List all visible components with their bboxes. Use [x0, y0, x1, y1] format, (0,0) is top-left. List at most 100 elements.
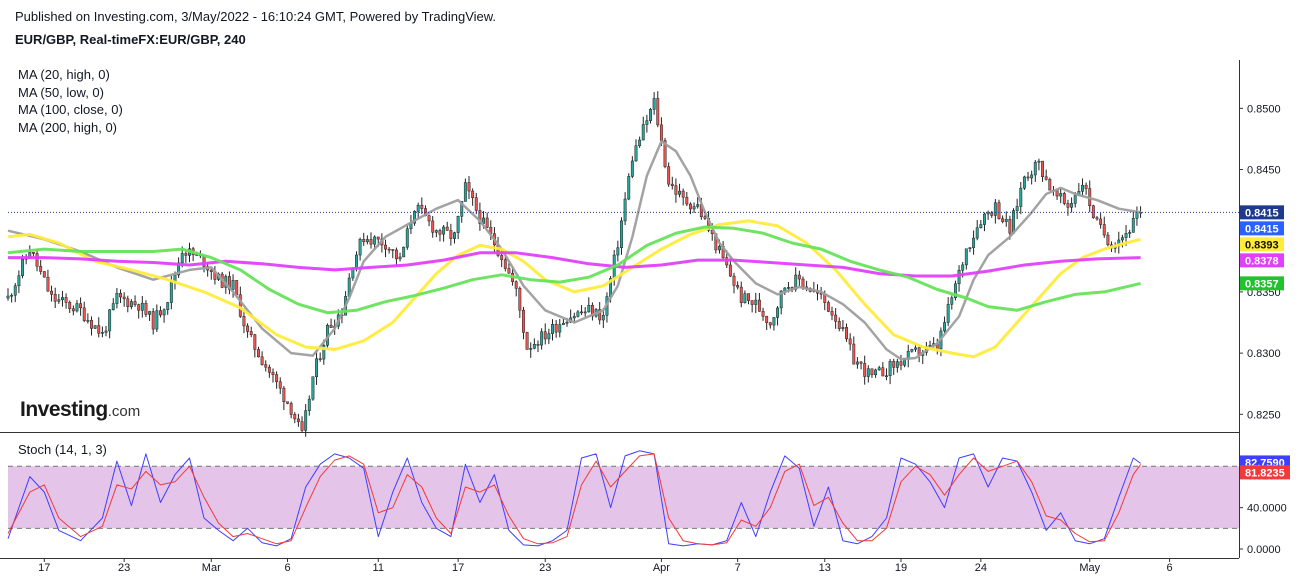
candle-body — [460, 201, 464, 217]
candle-body — [826, 302, 830, 312]
candle-body — [728, 264, 732, 277]
candle-body — [57, 299, 61, 302]
time-tick-label: 23 — [539, 562, 551, 574]
candle-body — [122, 296, 126, 300]
candle-body — [718, 246, 721, 251]
candle-body — [514, 281, 518, 289]
symbol-title: EUR/GBP, Real-timeFX:EUR/GBP, 240 — [15, 32, 246, 47]
candle-body — [257, 349, 260, 358]
candle-body — [275, 374, 279, 383]
candle-body — [1012, 210, 1015, 234]
candle-body — [289, 403, 293, 415]
candle-body — [881, 367, 885, 377]
candle-body — [82, 307, 86, 321]
candle-body — [765, 315, 769, 323]
candle-body — [282, 387, 286, 402]
candle-body — [855, 361, 859, 365]
candle-body — [482, 217, 485, 224]
candle-body — [151, 311, 155, 330]
candle-body — [641, 124, 645, 141]
candle-body — [264, 364, 268, 368]
candle-body — [260, 356, 264, 365]
candle-body — [90, 320, 93, 329]
candle-body — [1026, 176, 1030, 179]
time-tick-label: 6 — [1167, 562, 1173, 574]
candle-body — [852, 343, 856, 365]
candle-body — [1128, 232, 1132, 234]
candle-body — [859, 361, 863, 364]
candle-body — [950, 297, 954, 305]
candle-body — [914, 347, 917, 350]
candle-body — [1106, 234, 1110, 246]
candle-body — [184, 253, 188, 256]
ma200-legend[interactable]: MA (200, high, 0) — [18, 119, 117, 135]
candle-body — [242, 316, 246, 327]
candle-body — [140, 302, 144, 311]
price-label-text: 0.8415 — [1245, 207, 1279, 219]
stoch-line-1 — [7, 453, 1142, 546]
candle-body — [866, 368, 870, 377]
candle-body — [75, 303, 79, 312]
candle-body — [703, 216, 707, 219]
ma100-legend[interactable]: MA (100, close, 0) — [18, 102, 123, 117]
price-tick-label: 0.8450 — [1247, 165, 1281, 177]
candle-body — [300, 421, 304, 431]
price-label-box — [1240, 253, 1284, 268]
candle-body — [31, 252, 35, 254]
candle-body — [652, 98, 656, 110]
candle-body — [478, 210, 482, 224]
ma-line-1 — [7, 219, 1141, 359]
candle-body — [416, 204, 420, 212]
candle-body — [623, 198, 627, 222]
price-label-box — [1240, 205, 1284, 220]
candle-body — [536, 344, 540, 346]
stoch-legend[interactable]: Stoch (14, 1, 3) — [18, 442, 107, 457]
candle-body — [467, 182, 471, 192]
ma-line-0 — [7, 140, 1141, 361]
candle-body — [434, 230, 438, 233]
time-tick-label: 6 — [284, 562, 290, 574]
time-tick-label: 24 — [975, 562, 987, 574]
candle-body — [449, 230, 453, 239]
stoch-lines — [7, 450, 1142, 547]
candle-body — [990, 212, 994, 216]
candle-body — [1044, 176, 1048, 180]
candle-body — [877, 367, 881, 371]
candle-body — [1073, 195, 1077, 204]
ma50-legend[interactable]: MA (50, low, 0) — [18, 84, 104, 100]
candle-body — [307, 398, 311, 411]
candle-body — [104, 330, 108, 333]
candle-body — [453, 232, 456, 239]
candle-body — [126, 298, 130, 307]
candle-body — [732, 275, 736, 286]
candle-body — [830, 311, 834, 316]
candle-body — [278, 381, 282, 389]
candle-body — [394, 249, 398, 260]
candle-body — [420, 204, 424, 209]
candle-body — [402, 246, 406, 258]
time-tick-label: 13 — [819, 562, 831, 574]
published-line: Published on Investing.com, 3/May/2022 -… — [15, 9, 497, 24]
candle-body — [797, 274, 801, 280]
candle-body — [979, 224, 983, 228]
candle-body — [1124, 233, 1128, 238]
candle-body — [616, 247, 620, 256]
candle-body — [587, 304, 591, 313]
candle-body — [129, 301, 133, 307]
candle-body — [630, 160, 634, 177]
candle-body — [975, 227, 979, 239]
candle-body — [39, 265, 43, 272]
candle-body — [685, 196, 689, 205]
candle-body — [1033, 161, 1037, 176]
candle-body — [427, 215, 431, 222]
candle-body — [413, 210, 417, 224]
candle-body — [304, 410, 308, 431]
candle-body — [681, 190, 685, 198]
candle-body — [747, 293, 750, 301]
candle-body — [162, 309, 166, 316]
candle-body — [507, 268, 511, 274]
ma20-legend[interactable]: MA (20, high, 0) — [18, 67, 110, 82]
time-tick-label: 7 — [735, 562, 741, 574]
stoch-band — [8, 465, 1239, 529]
